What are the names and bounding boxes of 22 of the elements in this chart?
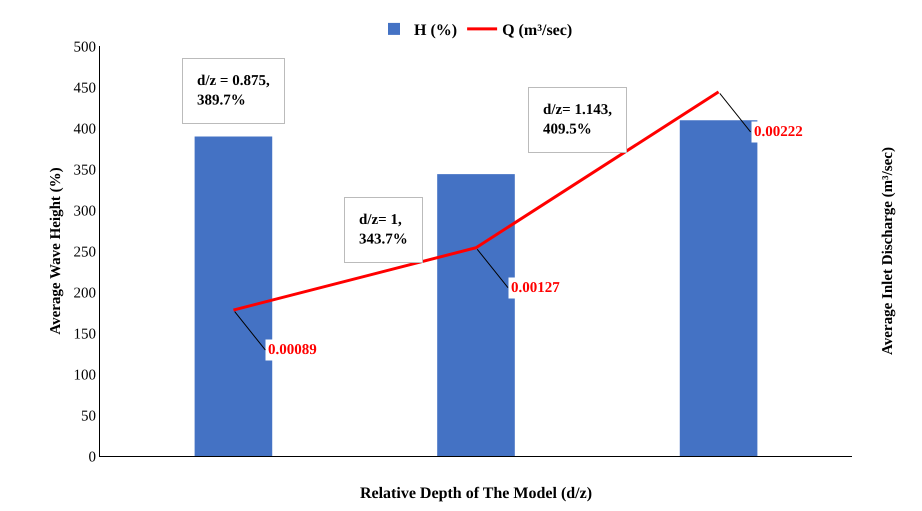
- x-axis-title: Relative Depth of The Model (d/z): [360, 485, 592, 502]
- y-tick-label: 300: [74, 203, 96, 220]
- y-tick-label: 0: [88, 449, 96, 466]
- data-label: 0.00127: [511, 280, 560, 296]
- data-label: 0.00089: [268, 342, 317, 358]
- y-tick-label: 500: [74, 39, 96, 56]
- legend-label: Q (m³/sec): [502, 22, 572, 40]
- y-tick-label: 50: [81, 408, 96, 424]
- y-tick-label: 350: [74, 162, 96, 178]
- y-tick-label: 200: [74, 285, 96, 302]
- annotation: d/z= 1.143, 409.5%: [543, 102, 612, 138]
- annotation: d/z = 0.875, 389.7%: [197, 73, 270, 108]
- y-tick-label: 400: [74, 121, 96, 138]
- y-tick-label: 100: [74, 367, 96, 384]
- annotation: d/z= 1, 343.7%: [359, 212, 408, 248]
- y2-axis-title: Average Inlet Discharge (m³/sec): [880, 147, 896, 355]
- legend-label: H (%): [414, 22, 458, 40]
- y-tick-label: 150: [74, 326, 96, 342]
- data-label: 0.00222: [754, 124, 803, 140]
- y-axis-title: Average Wave Height (%): [48, 167, 64, 335]
- y-tick-label: 450: [74, 80, 96, 96]
- y-tick-label: 250: [74, 244, 96, 260]
